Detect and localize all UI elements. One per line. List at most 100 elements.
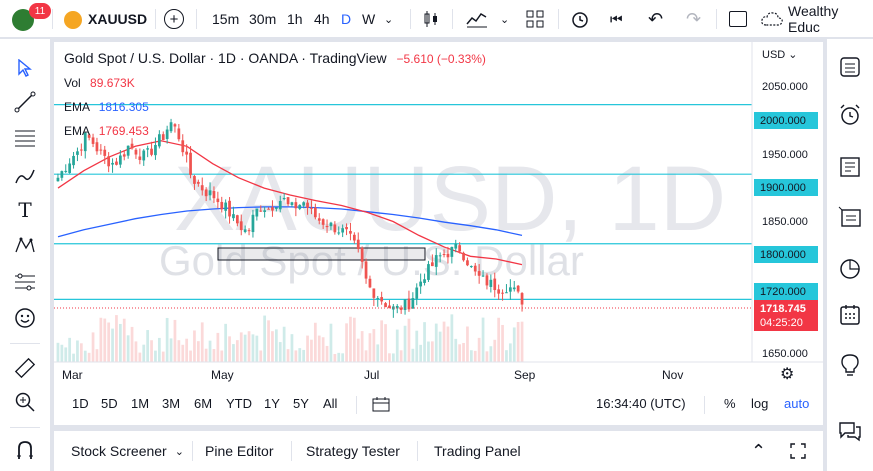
cloud-icon[interactable] [760, 0, 784, 38]
level-label-2000: 2000.000 [754, 112, 818, 129]
period-ytd[interactable]: YTD [226, 396, 252, 411]
zoom-in-icon[interactable] [12, 389, 38, 415]
candle-body [302, 202, 306, 206]
volume-bar [407, 318, 411, 362]
widget-sidebar [827, 39, 873, 471]
chart-type-candles-icon[interactable] [421, 0, 441, 38]
tab-pine-editor[interactable]: Pine Editor [205, 443, 274, 459]
period-5y[interactable]: 5Y [293, 396, 309, 411]
news-icon[interactable] [836, 153, 864, 181]
date-range-icon[interactable] [372, 396, 390, 415]
candle-body [267, 208, 270, 210]
trend-line-icon[interactable] [12, 89, 38, 115]
brush-icon[interactable] [12, 163, 38, 189]
forecast-icon[interactable] [12, 269, 38, 295]
price-tick-1650: 1650.000 [762, 348, 808, 360]
symbol-search-button[interactable]: XAUUSD [88, 11, 148, 27]
interval-4h[interactable]: 4h [314, 11, 330, 27]
interval-1h[interactable]: 1h [287, 11, 303, 27]
logo-icon[interactable] [12, 9, 34, 31]
candle-body [83, 132, 87, 152]
magnet-icon[interactable] [12, 437, 38, 463]
candle-body [87, 134, 91, 138]
tab-trading-panel[interactable]: Trading Panel [434, 443, 521, 459]
legend-ema-slow[interactable]: EMA 1816.305 [64, 100, 149, 114]
tab-stock-screener[interactable]: Stock Screener ⌄ [71, 443, 184, 459]
text-tool-icon[interactable]: T [18, 198, 32, 222]
price-chart[interactable]: XAUUSD, 1D Gold Spot / U.S. Dollar Mar Ma… [54, 42, 823, 425]
fullscreen-icon[interactable] [729, 0, 747, 38]
candle-body [446, 253, 450, 258]
volume-bar [267, 320, 270, 362]
candle-body [298, 204, 302, 209]
collapse-panel-icon[interactable]: ⌃ [751, 440, 767, 461]
legend-ema-fast[interactable]: EMA 1769.453 [64, 124, 149, 138]
interval-d[interactable]: D [341, 11, 352, 27]
templates-icon[interactable] [526, 0, 544, 38]
indicators-dropdown-icon[interactable]: ⌄ [500, 13, 510, 26]
legend-title-row: Gold Spot / U.S. Dollar · 1D · OANDA · T… [64, 50, 486, 66]
legend-title[interactable]: Gold Spot / U.S. Dollar · 1D · OANDA · T… [64, 50, 387, 66]
layout-name[interactable]: Wealthy Educ [788, 3, 839, 35]
undo-icon[interactable]: ↶ [648, 8, 664, 29]
range-rectangle[interactable] [217, 247, 426, 261]
volume-bar [134, 341, 138, 362]
volume-bar [384, 324, 387, 362]
indicators-icon[interactable] [466, 0, 488, 38]
interval-dropdown-icon[interactable]: ⌄ [384, 13, 394, 26]
cursor-icon[interactable] [12, 55, 38, 81]
volume-bar [72, 353, 75, 362]
legend-volume[interactable]: Vol 89.673K [64, 76, 135, 90]
period-5d[interactable]: 5D [101, 396, 118, 411]
compare-plus-icon[interactable]: + [164, 0, 184, 38]
chart-settings-gear-icon[interactable]: ⚙ [780, 366, 795, 383]
volume-bar [126, 335, 130, 362]
price-tick-1850: 1850.000 [762, 216, 808, 228]
volume-bar [333, 353, 337, 362]
auto-scale-toggle[interactable]: auto [784, 396, 810, 411]
ruler-icon[interactable] [12, 355, 38, 381]
time-tick-label: May [211, 368, 234, 382]
alarm-clock-icon[interactable] [836, 101, 864, 129]
maximize-panel-icon[interactable] [790, 431, 806, 471]
replay-icon[interactable]: ⏮ [610, 10, 623, 27]
volume-bar [411, 348, 415, 362]
candle-body [154, 144, 157, 156]
watchlist-icon[interactable] [836, 53, 864, 81]
data-window-icon[interactable] [836, 203, 864, 231]
period-3m[interactable]: 3M [162, 396, 181, 411]
fib-retracement-icon[interactable] [12, 125, 38, 151]
period-1d[interactable]: 1D [72, 396, 89, 411]
percent-scale-toggle[interactable]: % [724, 396, 736, 411]
period-1m[interactable]: 1M [131, 396, 150, 411]
candle-body [103, 149, 107, 156]
volume-bar [352, 317, 356, 362]
candle-body [345, 226, 348, 230]
period-1y[interactable]: 1Y [264, 396, 280, 411]
period-6m[interactable]: 6M [194, 396, 213, 411]
chart-pane[interactable]: XAUUSD, 1D Gold Spot / U.S. Dollar Mar Ma… [54, 42, 823, 425]
alert-clock-icon[interactable] [570, 0, 590, 38]
interval-15m[interactable]: 15m [212, 11, 240, 27]
candle-body [337, 232, 341, 234]
hotlist-icon[interactable] [836, 255, 864, 283]
interval-w[interactable]: W [362, 11, 376, 27]
calendar-icon[interactable] [836, 301, 864, 329]
chat-icon[interactable] [836, 417, 864, 445]
emoji-icon[interactable] [12, 305, 38, 331]
period-all[interactable]: All [323, 396, 338, 411]
pattern-icon[interactable] [12, 232, 38, 258]
utc-clock[interactable]: 16:34:40 (UTC) [596, 396, 686, 411]
tab-strategy-tester[interactable]: Strategy Tester [306, 443, 400, 459]
candle-body [286, 197, 290, 205]
candle-body [520, 293, 524, 305]
volume-bar [169, 338, 173, 362]
redo-icon[interactable]: ↷ [686, 8, 702, 29]
currency-selector[interactable]: USD ⌄ [762, 49, 798, 61]
ideas-lightbulb-icon[interactable] [836, 351, 864, 379]
candle-body [321, 219, 325, 225]
log-scale-toggle[interactable]: log [751, 396, 769, 411]
volume-bar [91, 332, 95, 362]
candle-body [204, 189, 208, 197]
interval-30m[interactable]: 30m [249, 11, 277, 27]
